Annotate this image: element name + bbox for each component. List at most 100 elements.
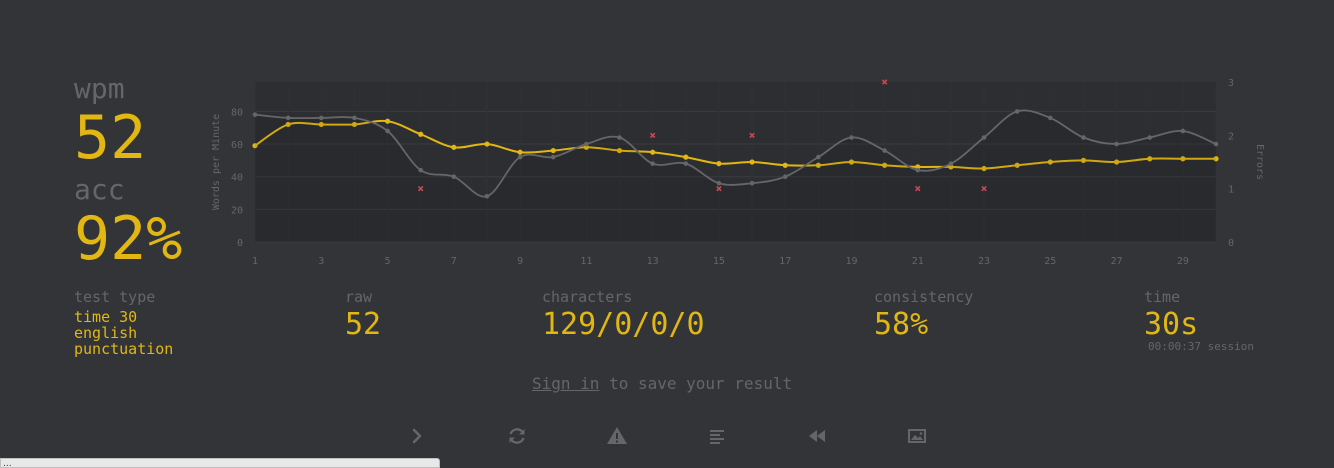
- signin-link[interactable]: Sign in: [532, 374, 600, 393]
- warning-icon: [607, 427, 627, 444]
- raw-point: [584, 141, 589, 147]
- x-tick-label: 11: [580, 256, 592, 267]
- raw-point: [451, 174, 457, 179]
- test-type-option: punctuation: [74, 340, 174, 358]
- report-button[interactable]: [605, 424, 629, 448]
- next-test-button[interactable]: [405, 424, 429, 448]
- wpm-point: [616, 147, 623, 154]
- time-label: time: [1144, 288, 1181, 306]
- raw-point: [1048, 115, 1053, 121]
- y-tick-label: 80: [231, 107, 243, 118]
- accuracy-value: 92%: [74, 204, 183, 274]
- backward-icon: [809, 430, 825, 442]
- test-type-values: time 30 english punctuation: [74, 309, 173, 357]
- wpm-point: [384, 118, 391, 124]
- image-icon: [908, 429, 926, 443]
- wpm-point: [782, 162, 788, 168]
- wpm-point: [1014, 162, 1020, 168]
- consistency-label: consistency: [874, 288, 974, 306]
- raw-point: [1180, 128, 1186, 134]
- restart-test-button[interactable]: [505, 424, 529, 448]
- x-tick-label: 13: [647, 256, 659, 267]
- wpm-point: [1213, 156, 1219, 162]
- time-value: 30s: [1144, 307, 1199, 342]
- x-tick-label: 17: [779, 256, 791, 267]
- word-history-button[interactable]: [705, 424, 729, 448]
- wpm-point: [815, 162, 821, 168]
- accuracy-label: acc: [74, 173, 125, 206]
- signin-prompt: Sign in to save your result: [532, 374, 792, 393]
- raw-point: [318, 115, 324, 121]
- y-tick-label: 0: [237, 238, 243, 249]
- refresh-icon: [509, 428, 525, 444]
- error-marker: [981, 185, 987, 192]
- raw-point: [418, 167, 423, 173]
- x-tick-label: 9: [517, 256, 523, 267]
- raw-point: [550, 154, 556, 160]
- x-tick-label: 27: [1111, 256, 1123, 267]
- x-tick-label: 25: [1044, 256, 1056, 267]
- wpm-point: [650, 149, 656, 155]
- signin-text: to save your result: [599, 374, 793, 393]
- raw-point: [716, 180, 722, 186]
- save-screenshot-button[interactable]: [905, 424, 929, 448]
- error-marker: [417, 185, 424, 192]
- raw-point: [385, 128, 390, 134]
- error-marker: [649, 132, 656, 139]
- raw-point: [882, 148, 887, 153]
- wpm-point: [285, 121, 291, 128]
- y2-tick-label: 3: [1228, 78, 1234, 89]
- test-type-language: english: [74, 324, 138, 342]
- replay-button[interactable]: [805, 424, 829, 448]
- wpm-point: [583, 144, 589, 150]
- raw-point: [617, 135, 622, 140]
- y2-tick-label: 0: [1228, 238, 1234, 249]
- raw-point: [1014, 109, 1020, 114]
- raw-value: 52: [345, 307, 382, 342]
- wpm-point: [1080, 157, 1087, 163]
- y-tick-label: 20: [231, 205, 243, 216]
- raw-line: [254, 109, 1217, 198]
- raw-point: [1213, 141, 1219, 147]
- align-left-icon: [710, 430, 724, 444]
- wpm-point: [948, 164, 954, 170]
- x-tick-label: 3: [318, 256, 324, 267]
- y2-tick-label: 2: [1228, 131, 1234, 142]
- wpm-value: 52: [74, 103, 147, 173]
- error-marker: [716, 185, 722, 192]
- wpm-point: [550, 147, 556, 154]
- wpm-point: [318, 121, 324, 128]
- wpm-point: [252, 143, 258, 149]
- wpm-point: [1047, 159, 1053, 165]
- raw-point: [484, 193, 490, 199]
- x-tick-label: 15: [713, 256, 725, 267]
- raw-point: [285, 115, 291, 121]
- wpm-point: [683, 154, 689, 160]
- characters-label: characters: [542, 288, 633, 306]
- x-tick-label: 23: [978, 256, 990, 267]
- x-tick-label: 7: [451, 256, 457, 267]
- chevron-right-icon: [412, 428, 422, 444]
- raw-point: [352, 115, 357, 121]
- y2-tick-label: 1: [1228, 185, 1234, 196]
- y2-axis-title: Errors: [1254, 144, 1265, 180]
- wpm-point: [981, 165, 987, 172]
- raw-point: [981, 135, 987, 140]
- raw-point: [1114, 141, 1119, 147]
- wpm-point: [351, 121, 358, 128]
- error-marker: [881, 79, 888, 85]
- session-time: 00:00:37 session: [1148, 340, 1254, 353]
- x-tick-label: 29: [1177, 256, 1189, 267]
- error-marker: [749, 132, 755, 139]
- raw-point: [849, 135, 854, 140]
- x-tick-label: 21: [912, 256, 924, 267]
- consistency-value: 58%: [874, 307, 929, 342]
- status-url-bar: ...: [0, 458, 440, 468]
- wpm-point: [882, 162, 888, 168]
- wpm-point: [1180, 156, 1186, 162]
- y-tick-label: 60: [231, 140, 243, 151]
- x-tick-label: 19: [845, 256, 857, 267]
- test-type-mode: time 30: [74, 308, 138, 326]
- x-tick-label: 5: [385, 256, 391, 267]
